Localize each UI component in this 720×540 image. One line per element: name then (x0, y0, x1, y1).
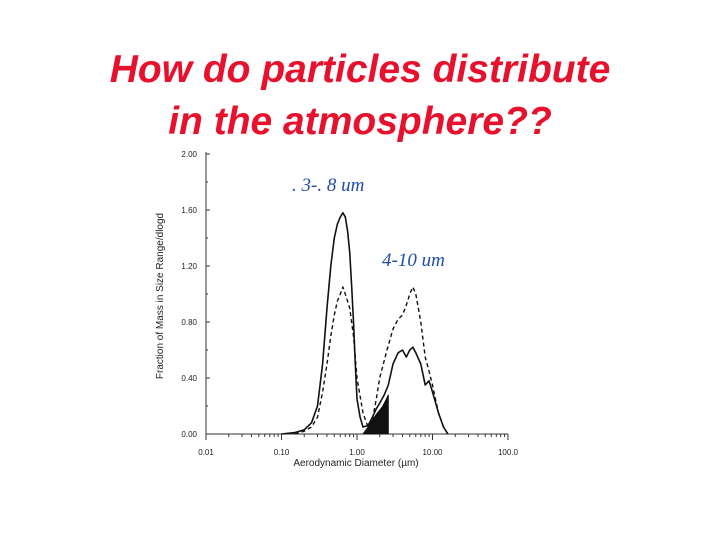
shaded-overlap-region (362, 394, 389, 435)
x-tick-label: 100.0 (498, 448, 519, 457)
x-tick-label: 1.00 (349, 448, 365, 457)
slide-title: How do particles distribute in the atmos… (0, 44, 720, 148)
y-tick-label: 0.80 (181, 318, 197, 327)
chart-series-group (281, 212, 449, 435)
x-tick-label: 10.00 (422, 448, 443, 457)
x-tick-label: 0.01 (198, 448, 214, 457)
slide-title-line-2: in the atmosphere?? (168, 100, 552, 143)
series-line-dashed (294, 286, 449, 435)
x-axis-label: Aerodynamic Diameter (µm) (293, 458, 418, 469)
chart-ticks-group: 0.00 0.40 0.80 1.20 1.60 2.00 0.01 0.10 1.00 10.0… (181, 150, 518, 457)
chart-shaded-region-group (362, 394, 389, 435)
y-tick-label: 2.00 (181, 150, 197, 159)
fine-mode-annotation: . 3-. 8 um (292, 175, 365, 196)
y-tick-label: 1.60 (181, 206, 197, 215)
coarse-mode-annotation: 4-10 um (382, 250, 445, 271)
y-axis-label: Fraction of Mass in Size Range/dlogd (155, 213, 166, 379)
y-tick-label: 1.20 (181, 262, 197, 271)
y-tick-label: 0.40 (181, 374, 197, 383)
slide-title-line-1: How do particles distribute (109, 48, 611, 91)
series-line-solid (281, 212, 449, 435)
x-tick-label: 0.10 (274, 448, 290, 457)
y-tick-label: 0.00 (181, 430, 197, 439)
